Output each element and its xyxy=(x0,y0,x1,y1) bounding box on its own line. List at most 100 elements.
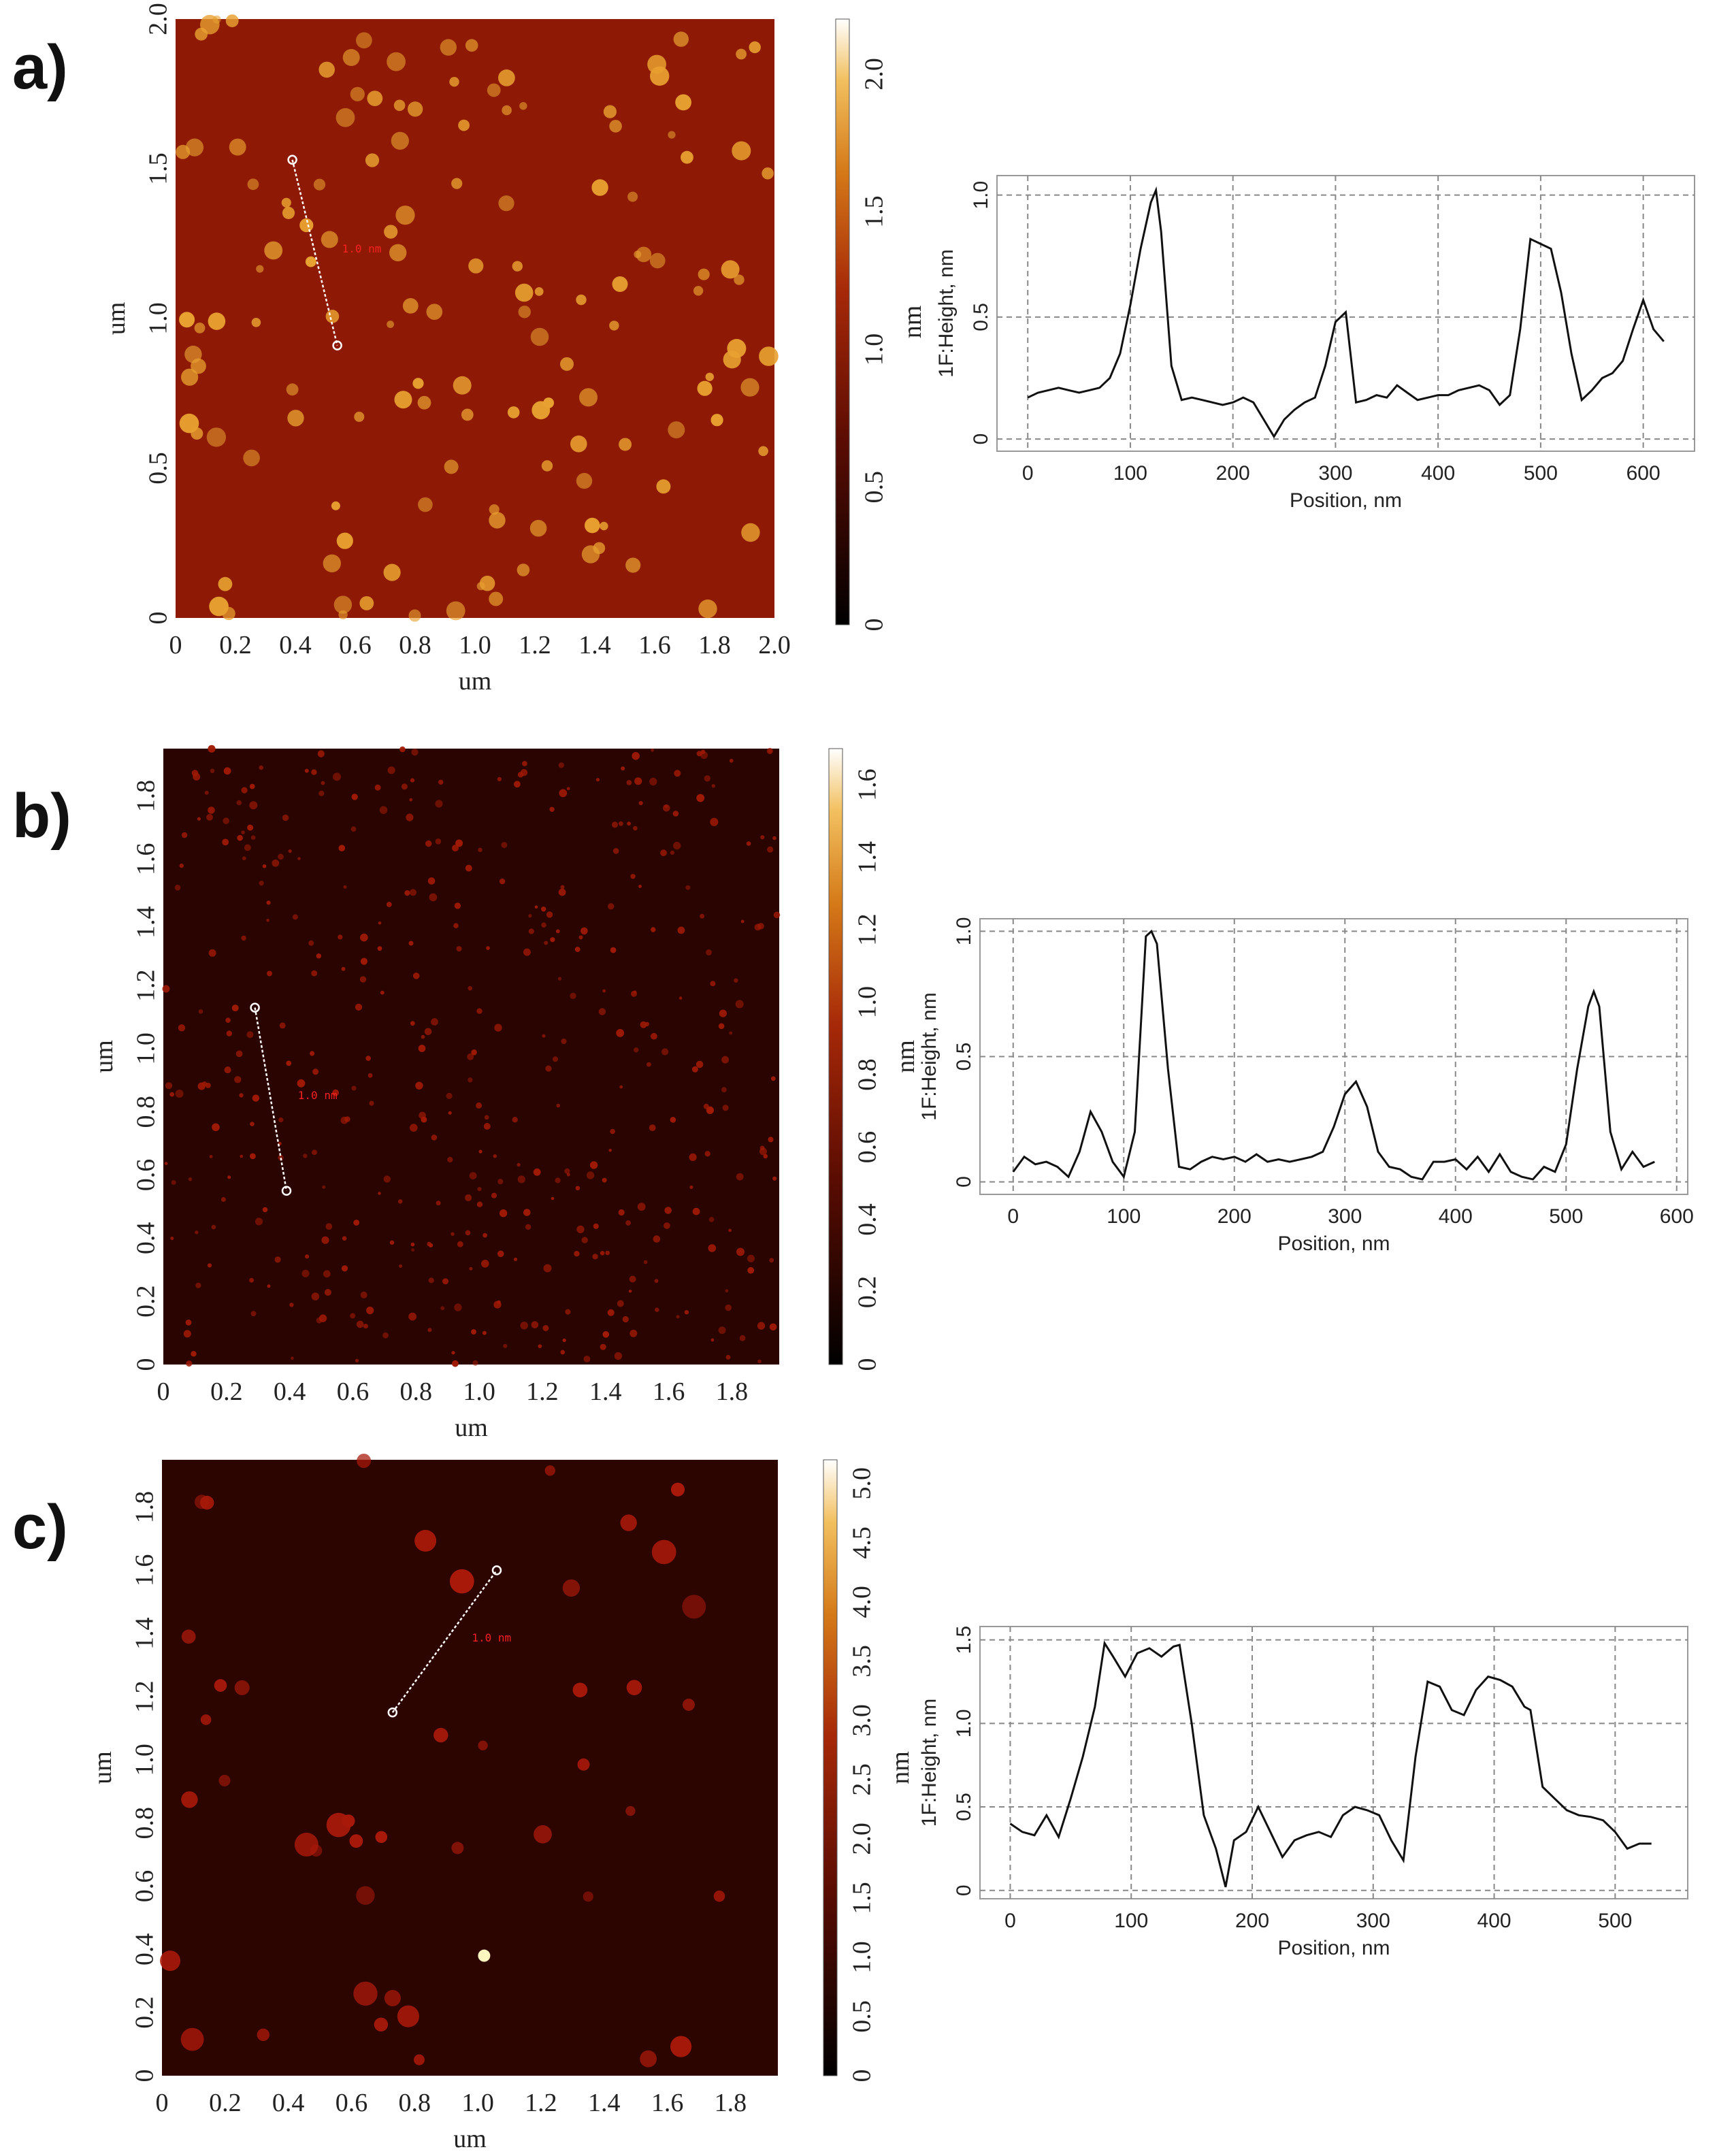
x-tick-label: 0 xyxy=(156,2089,169,2117)
x-tick-label: 0.2 xyxy=(209,2089,242,2117)
particle xyxy=(240,1154,244,1158)
particle xyxy=(705,372,715,381)
particle xyxy=(493,1301,502,1309)
particle xyxy=(336,108,355,127)
particle xyxy=(522,761,527,766)
particle xyxy=(386,902,392,907)
colorbar-tick-label: 3.5 xyxy=(848,1645,877,1678)
particle xyxy=(451,1351,455,1355)
particle xyxy=(223,767,231,775)
particle xyxy=(616,1029,625,1037)
x-tick-label: 1.0 xyxy=(459,631,491,659)
particle xyxy=(626,780,632,785)
particle xyxy=(185,1319,192,1326)
particle xyxy=(636,246,652,263)
particle xyxy=(655,1307,659,1312)
particle xyxy=(356,1320,364,1328)
particle xyxy=(525,1224,532,1230)
particle xyxy=(312,1068,319,1075)
particle xyxy=(740,378,759,397)
particle xyxy=(605,1250,610,1256)
particle xyxy=(360,1291,367,1298)
particle xyxy=(619,438,632,451)
particle xyxy=(697,380,713,396)
particle xyxy=(672,811,679,817)
y-tick-label: 1.4 xyxy=(132,906,161,939)
particle xyxy=(614,1352,623,1360)
particle xyxy=(194,323,206,333)
particle xyxy=(409,889,417,896)
particle xyxy=(762,167,774,180)
particle xyxy=(308,940,314,946)
particle xyxy=(241,787,248,794)
y-tick-label: 0.5 xyxy=(953,1793,975,1821)
particle xyxy=(325,1223,333,1230)
particle xyxy=(351,794,358,800)
particle xyxy=(685,885,691,890)
y-tick-label: 0 xyxy=(131,2070,159,2082)
particle xyxy=(560,357,574,371)
x-tick-label: 0.2 xyxy=(210,1377,243,1406)
particle xyxy=(165,1082,173,1090)
particle xyxy=(408,1312,416,1321)
particle xyxy=(725,1354,731,1360)
particle xyxy=(576,472,593,489)
particle xyxy=(736,1173,744,1181)
y-tick-label: 1.5 xyxy=(953,1626,975,1654)
particle xyxy=(721,1087,727,1093)
particle xyxy=(453,923,459,928)
y-tick-label: 1.2 xyxy=(131,1680,159,1713)
particle xyxy=(678,996,683,1000)
particle xyxy=(512,261,523,272)
y-tick-label: 0.4 xyxy=(132,1222,161,1255)
particle xyxy=(234,1680,250,1695)
x-tick-label: 1.0 xyxy=(461,2089,494,2117)
particle xyxy=(560,885,565,889)
x-axis-label: um xyxy=(459,667,492,696)
particle xyxy=(593,542,606,555)
particle xyxy=(162,985,170,993)
x-axis-label: um xyxy=(455,1414,488,1442)
particle xyxy=(449,77,459,87)
particle xyxy=(545,1065,552,1072)
particle xyxy=(178,1024,186,1032)
particle-group xyxy=(162,745,781,1367)
particle xyxy=(585,517,600,534)
y-tick-label: 1.8 xyxy=(131,1491,159,1524)
particle xyxy=(483,1232,487,1238)
particle xyxy=(353,1981,378,2006)
particle xyxy=(773,911,781,919)
particle xyxy=(602,1331,610,1338)
particle xyxy=(549,806,555,813)
particle xyxy=(710,1338,715,1342)
particle xyxy=(193,772,201,781)
particle xyxy=(305,1254,310,1259)
particle xyxy=(517,1162,521,1167)
scan-line-start-marker xyxy=(387,1708,398,1718)
particle xyxy=(301,1269,310,1277)
x-tick-label: 0.8 xyxy=(400,1377,433,1406)
particle xyxy=(210,768,215,773)
y-axis-label: 1F:Height, nm xyxy=(935,249,958,377)
particle xyxy=(696,794,705,802)
particle xyxy=(770,1076,776,1081)
particle xyxy=(356,1886,375,1905)
particle xyxy=(395,206,415,225)
y-tick-label: 0.8 xyxy=(131,1807,159,1840)
particle xyxy=(736,1247,745,1256)
particle xyxy=(489,591,504,606)
particle xyxy=(465,1230,471,1236)
particle xyxy=(503,1343,508,1348)
x-tick-label: 1.4 xyxy=(589,1377,622,1406)
x-tick-label: 0.8 xyxy=(399,631,431,659)
particle xyxy=(406,813,414,821)
particle xyxy=(209,596,229,617)
x-tick-label: 2.0 xyxy=(758,631,791,659)
particle xyxy=(288,849,292,853)
particle xyxy=(239,1093,244,1098)
particle xyxy=(181,368,199,386)
particle xyxy=(638,885,642,888)
particle xyxy=(558,762,564,768)
x-axis-label: Position, nm xyxy=(1277,1937,1390,1959)
particle xyxy=(241,830,245,834)
